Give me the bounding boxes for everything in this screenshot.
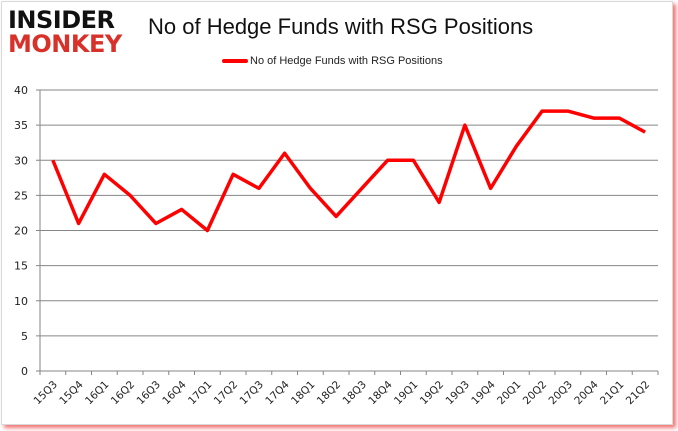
y-tick-label: 20 <box>14 225 28 238</box>
x-tick-label: 20Q4 <box>572 378 601 407</box>
x-tick-label: 17Q3 <box>237 379 266 408</box>
series-line <box>51 109 646 233</box>
x-tick-label: 21Q2 <box>624 379 653 408</box>
logo-line-1: INSIDER <box>8 6 115 34</box>
x-tick-label: 16Q3 <box>134 379 163 408</box>
chart-legend: No of Hedge Funds with RSG Positions <box>222 55 443 67</box>
x-tick-label: 19Q2 <box>418 379 447 408</box>
x-tick-label: 17Q1 <box>186 379 215 408</box>
x-tick-label: 16Q2 <box>109 379 138 408</box>
y-tick-label: 35 <box>14 119 28 132</box>
x-tick-label: 15Q4 <box>57 378 86 407</box>
y-tick-label: 25 <box>14 189 28 202</box>
y-tick-label: 5 <box>21 330 28 343</box>
y-tick-label: 40 <box>14 84 28 97</box>
x-tick-label: 18Q3 <box>340 379 369 408</box>
y-tick-label: 30 <box>14 154 28 167</box>
x-tick-label: 20Q2 <box>521 379 550 408</box>
insider-monkey-logo: INSIDER MONKEY <box>8 8 122 56</box>
x-tick-label: 18Q4 <box>366 378 395 407</box>
x-tick-label: 16Q1 <box>83 379 112 408</box>
x-tick-label: 19Q3 <box>443 379 472 408</box>
legend-swatch-icon <box>222 59 248 63</box>
x-tick-label: 17Q2 <box>212 379 241 408</box>
x-tick-label: 17Q4 <box>263 378 292 407</box>
chart-title: No of Hedge Funds with RSG Positions <box>148 14 534 39</box>
x-tick-label: 19Q1 <box>392 379 421 408</box>
y-tick-label: 0 <box>21 365 28 378</box>
x-tick-label: 19Q4 <box>469 378 498 407</box>
x-tick-label: 18Q2 <box>315 379 344 408</box>
y-tick-label: 10 <box>14 295 28 308</box>
x-tick-label: 15Q3 <box>31 379 60 408</box>
logo-line-2: MONKEY <box>8 30 122 58</box>
x-tick-label: 20Q1 <box>495 379 524 408</box>
y-tick-label: 15 <box>14 260 28 273</box>
x-tick-label: 21Q1 <box>598 379 627 408</box>
x-tick-label: 16Q4 <box>160 378 189 407</box>
legend-label: No of Hedge Funds with RSG Positions <box>250 55 443 67</box>
x-tick-label: 20Q3 <box>546 379 575 408</box>
x-tick-label: 18Q1 <box>289 379 318 408</box>
